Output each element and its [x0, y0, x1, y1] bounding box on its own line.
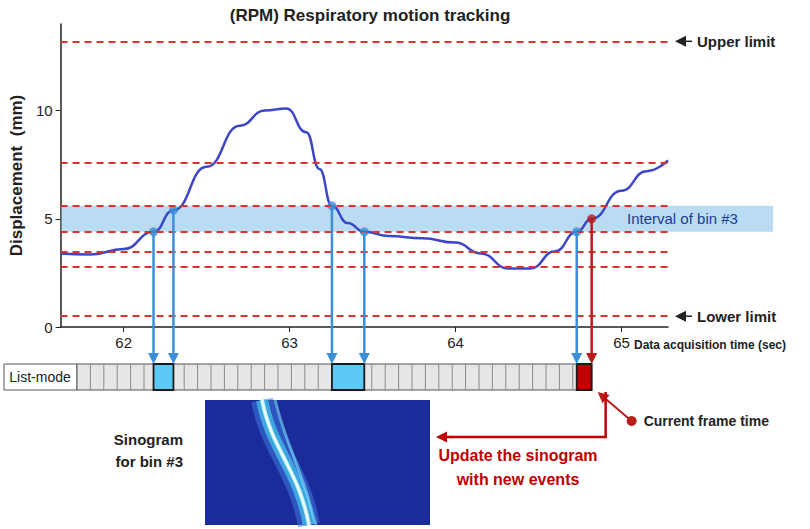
svg-text:Displacement (mm): Displacement (mm) — [7, 95, 26, 257]
svg-text:10: 10 — [36, 102, 53, 119]
svg-text:5: 5 — [44, 210, 52, 227]
svg-text:Upper limit: Upper limit — [697, 33, 775, 50]
svg-text:64: 64 — [447, 334, 464, 351]
svg-text:Sinogram: Sinogram — [114, 431, 183, 448]
svg-text:with new events: with new events — [456, 471, 580, 488]
svg-text:List-mode: List-mode — [9, 369, 71, 385]
svg-text:Data acquisition time (sec): Data acquisition time (sec) — [634, 338, 786, 352]
svg-text:Interval of bin #3: Interval of bin #3 — [627, 210, 738, 227]
svg-text:Lower limit: Lower limit — [697, 308, 776, 325]
svg-text:for bin #3: for bin #3 — [115, 453, 183, 470]
svg-text:Current frame time: Current frame time — [644, 413, 769, 429]
svg-text:0: 0 — [44, 319, 52, 336]
svg-text:63: 63 — [281, 334, 298, 351]
svg-text:65: 65 — [613, 334, 630, 351]
svg-text:62: 62 — [115, 334, 132, 351]
svg-text:Update the sinogram: Update the sinogram — [438, 447, 597, 464]
svg-text:(RPM) Respiratory motion track: (RPM) Respiratory motion tracking — [230, 6, 511, 25]
